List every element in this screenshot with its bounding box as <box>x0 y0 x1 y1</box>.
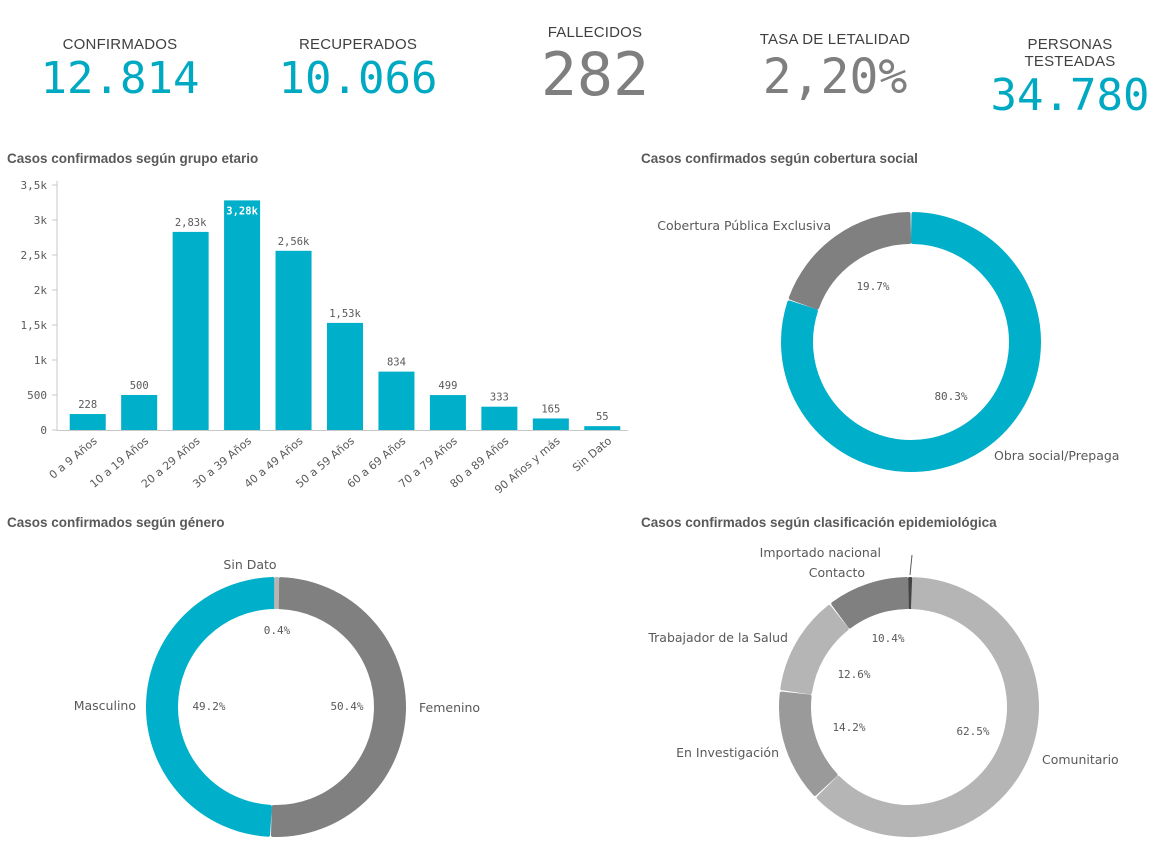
y-tick-label: 3k <box>34 214 48 227</box>
bar[interactable] <box>481 406 518 430</box>
kpi-fallecidos: FALLECIDOS 282 <box>515 24 675 107</box>
kpi-value: 10.066 <box>278 53 438 104</box>
kpi-label: RECUPERADOS <box>298 36 418 53</box>
donut-chart-clasificacion: Importado nacional 62.5% 14.2% 12.6% 10.4% Co… <box>647 545 1119 837</box>
slice-percent-label: 12.6% <box>837 668 870 681</box>
bar-value-label: 333 <box>490 392 509 404</box>
y-tick-label: 1k <box>34 354 48 367</box>
bar[interactable] <box>584 426 621 430</box>
chart-title-cobertura-social: Casos confirmados según cobertura social <box>641 151 918 166</box>
slice-percent-label: 10.4% <box>871 632 904 645</box>
slice-percent-label: 62.5% <box>956 725 989 738</box>
donut-slice[interactable] <box>831 577 909 629</box>
bar-value-label: 55 <box>596 411 609 423</box>
bar[interactable] <box>69 414 106 430</box>
bar-value-label: 834 <box>387 357 406 369</box>
donut-slice[interactable] <box>907 577 913 610</box>
kpi-value: 282 <box>540 40 650 110</box>
bar-value-label: 3,28k <box>226 205 258 217</box>
slice-percent-label: 0.4% <box>264 624 291 637</box>
bar-value-label: 2,56k <box>278 236 310 248</box>
slice-percent-label: 50.4% <box>330 700 363 713</box>
kpi-value: 34.780 <box>990 70 1150 121</box>
slice-category-label: Obra social/Prepaga <box>994 448 1119 463</box>
bar[interactable] <box>224 200 261 430</box>
donut-slice[interactable] <box>146 577 276 837</box>
bar[interactable] <box>326 322 364 430</box>
kpi-personas-testeadas: PERSONAS TESTEADAS 34.780 <box>980 36 1160 120</box>
bar-value-label: 165 <box>541 403 560 415</box>
y-tick-label: 1,5k <box>21 319 48 332</box>
y-tick-label: 2,5k <box>21 249 48 262</box>
slice-category-label: En Investigación <box>676 745 779 760</box>
bar[interactable] <box>275 250 312 430</box>
donut-chart-genero: 50.4% 49.2% 0.4% Femenino Masculino Sin Dato <box>74 557 480 837</box>
slice-category-label: Femenino <box>419 700 480 715</box>
kpi-recuperados: RECUPERADOS 10.066 <box>278 36 438 103</box>
slice-category-label: Comunitario <box>1042 752 1119 767</box>
bar-value-label: 499 <box>438 380 457 392</box>
chart-title-grupo-etario: Casos confirmados según grupo etario <box>7 151 259 166</box>
slice-category-label: Cobertura Pública Exclusiva <box>657 218 831 233</box>
kpi-value: 2,20% <box>762 49 908 105</box>
donut-slice[interactable] <box>779 691 838 796</box>
x-tick-label: 0 a 9 Años <box>47 434 100 482</box>
slice-percent-label: 14.2% <box>832 721 865 734</box>
donut-chart-cobertura-social: 80.3% 19.7% Obra social/Prepaga Cobertura P… <box>657 212 1119 472</box>
y-tick-label: 2k <box>34 284 48 297</box>
y-tick-label: 500 <box>27 389 47 402</box>
slice-category-label: Trabajador de la Salud <box>647 630 788 645</box>
slice-category-label: Contacto <box>809 565 865 580</box>
slice-category-label: Masculino <box>74 698 136 713</box>
chart-title-clasificacion: Casos confirmados según clasificación ep… <box>641 515 997 530</box>
bar[interactable] <box>172 231 209 430</box>
chart-title-genero: Casos confirmados según género <box>7 515 225 530</box>
slice-percent-label: 49.2% <box>192 700 225 713</box>
kpi-label: TASA DE LETALIDAD <box>759 31 911 48</box>
bar[interactable] <box>429 395 466 430</box>
leader-line <box>909 554 913 576</box>
kpi-value: 12.814 <box>40 53 200 104</box>
bar-value-label: 2,83k <box>175 217 207 229</box>
donut-slice[interactable] <box>781 212 1041 472</box>
donut-slice[interactable] <box>271 577 406 837</box>
slice-percent-label: 19.7% <box>856 280 889 293</box>
kpi-tasa-letalidad: TASA DE LETALIDAD 2,20% <box>750 31 920 104</box>
slice-category-label: Importado nacional <box>760 545 881 560</box>
bar[interactable] <box>378 371 415 430</box>
kpi-label: FALLECIDOS <box>547 24 643 41</box>
bar-value-label: 1,53k <box>329 308 361 320</box>
slice-percent-label: 80.3% <box>934 390 967 403</box>
kpi-label: CONFIRMADOS <box>62 36 178 53</box>
bar-value-label: 228 <box>78 399 97 411</box>
donut-slice[interactable] <box>788 212 912 310</box>
bar[interactable] <box>121 395 158 430</box>
donut-slice[interactable] <box>274 577 280 610</box>
y-tick-label: 0 <box>40 424 47 437</box>
kpi-confirmados: CONFIRMADOS 12.814 <box>40 36 200 103</box>
donut-slice[interactable] <box>780 605 849 695</box>
bar[interactable] <box>532 418 569 430</box>
y-tick-label: 3,5k <box>21 179 48 192</box>
x-tick-label: Sin Dato <box>570 434 614 474</box>
donut-slice[interactable] <box>816 577 1039 837</box>
slice-category-label: Sin Dato <box>223 557 276 572</box>
kpi-label: PERSONAS TESTEADAS <box>1024 36 1116 70</box>
bar-value-label: 500 <box>130 380 149 392</box>
